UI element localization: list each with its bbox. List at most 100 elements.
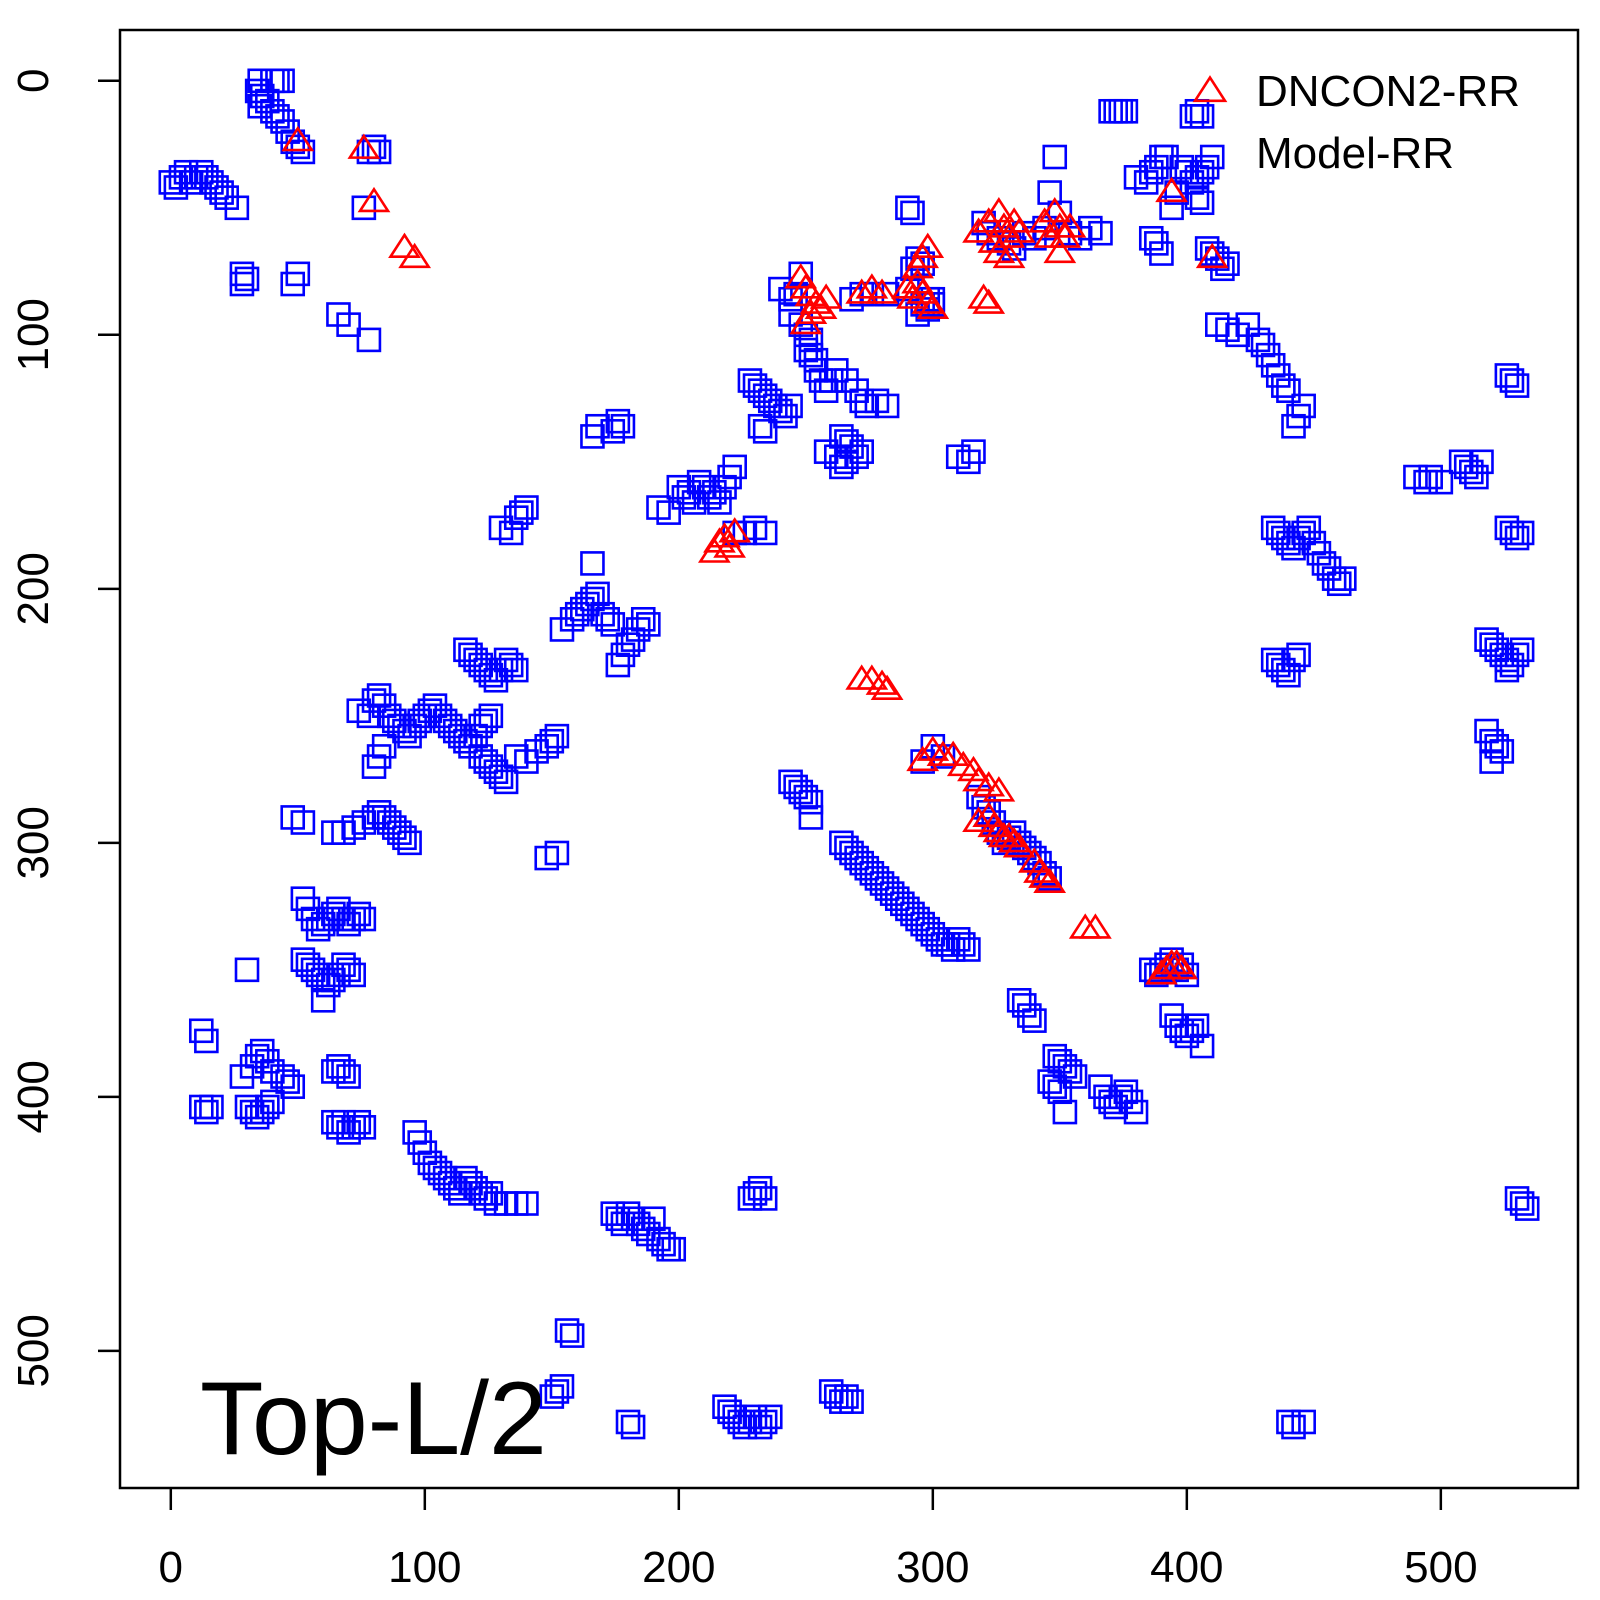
model-rr-point	[1113, 98, 1139, 124]
dncon2-rr-point	[1043, 237, 1077, 264]
model-rr-point	[1123, 1099, 1149, 1125]
model-rr-point	[1469, 449, 1494, 475]
model-rr-point	[1189, 190, 1215, 216]
y-axis: 0 100 200 300 400 500	[9, 69, 120, 1388]
model-rr-point	[1504, 373, 1530, 398]
model-rr-point	[194, 1099, 219, 1125]
model-rr-point	[1281, 647, 1306, 673]
model-rr-point	[351, 906, 377, 932]
model-rr-point	[1042, 1074, 1068, 1099]
model-rr-point	[1052, 1099, 1078, 1125]
model-rr-point	[1037, 180, 1062, 205]
dncon2-rr-point	[1053, 212, 1087, 238]
model-rr-point	[554, 1318, 580, 1343]
model-rr-point	[514, 1191, 539, 1216]
model-rr-point	[539, 728, 565, 754]
model-rr-point	[1210, 256, 1235, 282]
model-rr-point	[559, 1323, 585, 1348]
dncon2-rr-point	[982, 776, 1016, 802]
model-rr-point	[488, 764, 514, 790]
model-rr-point	[615, 1409, 641, 1435]
model-rr-point	[1189, 1033, 1215, 1059]
model-rr-point	[874, 393, 900, 419]
model-rr-point	[234, 266, 260, 292]
model-rr-point	[1504, 525, 1530, 551]
model-rr-point	[757, 1404, 783, 1430]
y-tick-label: 0	[9, 69, 58, 93]
model-rr-point	[798, 342, 824, 368]
dncon2-rr-point	[388, 232, 421, 258]
model-rr-point	[199, 1094, 224, 1120]
model-rr-point	[1464, 464, 1489, 490]
model-rr-point	[346, 1109, 372, 1135]
model-rr-point	[747, 413, 773, 439]
model-rr-point	[514, 495, 539, 520]
dncon2-rr-point	[1165, 953, 1199, 980]
dncon2-rr-point	[809, 283, 843, 309]
model-rr-point	[229, 271, 255, 297]
model-rr-point	[1184, 98, 1210, 124]
x-axis: 0 100 200 300 400 500	[159, 1488, 1478, 1592]
model-rr-point	[1189, 104, 1215, 129]
model-rr-point	[1184, 185, 1210, 210]
model-rr-point	[275, 1069, 300, 1094]
model-rr-point	[351, 195, 377, 221]
model-rr-point	[234, 957, 260, 983]
model-rr-point	[336, 1064, 361, 1089]
dncon2-rr-point	[967, 283, 1001, 309]
model-rr-point	[478, 703, 504, 729]
dncon2-rr-point	[992, 821, 1026, 848]
model-rr-point	[1276, 1409, 1301, 1435]
model-rr-point	[1276, 378, 1301, 403]
model-rr-point	[544, 840, 570, 866]
model-rr-point	[1159, 195, 1184, 221]
model-rr-point	[270, 68, 295, 94]
x-tick-label: 500	[1404, 1543, 1477, 1592]
y-tick-label: 200	[9, 552, 58, 625]
model-rr-point	[595, 606, 620, 632]
model-rr-point	[341, 962, 366, 988]
model-rr-point	[255, 1094, 280, 1120]
model-rr-point	[397, 830, 422, 856]
model-rr-point	[752, 1409, 778, 1435]
dncon2-rr-point	[992, 242, 1026, 269]
model-rr-point	[580, 551, 605, 576]
dncon2-rr-point	[962, 806, 995, 833]
model-rr-point	[1286, 642, 1311, 668]
model-rr-point	[1291, 393, 1316, 419]
model-rr-point	[285, 261, 311, 287]
model-rr-point	[1199, 144, 1225, 170]
model-rr-point	[930, 744, 956, 769]
dncon2-rr-point	[896, 283, 929, 309]
dncon2-rr-point	[1033, 222, 1067, 248]
model-rr-point	[260, 1089, 285, 1115]
model-rr-point	[610, 413, 636, 439]
model-rr-point	[661, 1236, 687, 1262]
model-rr-point	[1088, 220, 1113, 246]
model-rr-point	[1271, 373, 1296, 398]
model-rr-point	[310, 988, 336, 1013]
chart-annotation: Top-L/2	[200, 1361, 547, 1477]
model-rr-point	[544, 723, 570, 749]
model-rr-point	[356, 327, 382, 353]
model-rr-point	[346, 901, 372, 927]
dncon2-rr-point	[977, 811, 1011, 838]
model-rr-point	[961, 439, 986, 464]
model-rr-point	[549, 1374, 575, 1399]
dncon2-rr-point	[281, 125, 315, 152]
model-rr-point	[630, 606, 656, 632]
model-rr-point	[1509, 637, 1535, 663]
dncon2-rr-point	[1028, 862, 1061, 888]
model-rr-point	[829, 454, 854, 480]
model-rr-point	[1332, 566, 1357, 591]
x-tick-label: 0	[159, 1543, 183, 1592]
dncon2-rr-point	[347, 133, 381, 159]
model-rr-point	[392, 825, 417, 851]
dncon2-rr-point	[713, 532, 747, 558]
model-rr-point	[1032, 861, 1057, 886]
model-rr-point	[194, 1028, 219, 1054]
model-rr-point	[656, 500, 681, 525]
model-rr-point	[1022, 1008, 1047, 1033]
model-rr-point	[605, 408, 631, 434]
